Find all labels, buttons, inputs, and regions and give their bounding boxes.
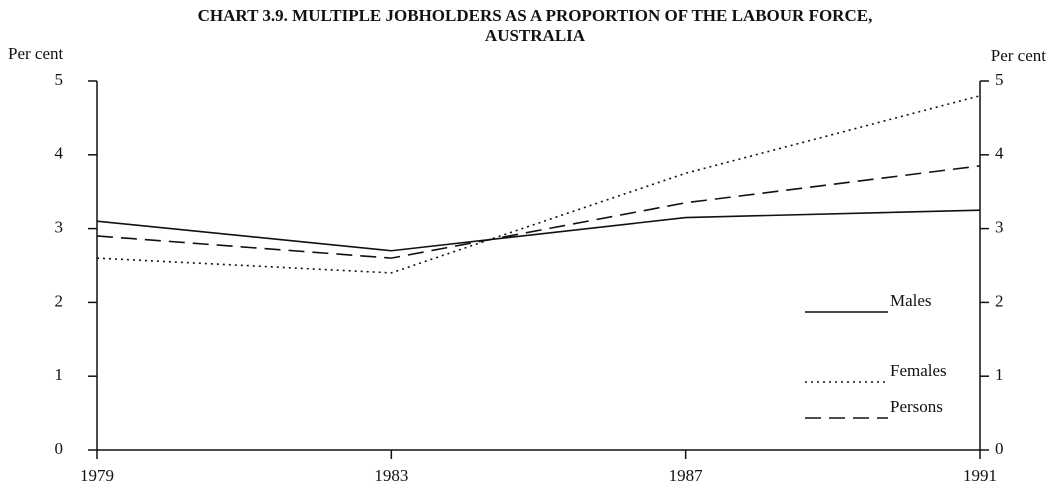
y2-axis-label: Per cent	[991, 46, 1047, 65]
y2-tick-label: 5	[995, 70, 1004, 89]
x-tick-label: 1979	[80, 466, 114, 485]
y-tick-label: 4	[55, 144, 64, 163]
y2-tick-label: 1	[995, 365, 1004, 384]
x-tick-label: 1987	[669, 466, 704, 485]
series-line	[96, 209, 981, 252]
y2-tick-label: 0	[995, 439, 1004, 458]
legend-label: Males	[890, 291, 932, 310]
x-tick-label: 1983	[374, 466, 408, 485]
y2-tick-label: 3	[995, 218, 1004, 237]
legend-label: Females	[890, 361, 947, 380]
y-tick-label: 3	[55, 218, 64, 237]
series-line	[96, 165, 981, 259]
y-tick-label: 0	[55, 439, 64, 458]
y2-tick-label: 4	[995, 144, 1004, 163]
chart-title: CHART 3.9. MULTIPLE JOBHOLDERS AS A PROP…	[198, 6, 873, 25]
legend-label: Persons	[890, 397, 943, 416]
y-tick-label: 5	[55, 70, 64, 89]
chart-title: AUSTRALIA	[485, 26, 586, 45]
x-tick-label: 1991	[963, 466, 997, 485]
y-tick-label: 2	[55, 291, 64, 310]
y-axis-label: Per cent	[8, 44, 64, 63]
y-tick-label: 1	[55, 365, 64, 384]
y2-tick-label: 2	[995, 291, 1004, 310]
series-line	[96, 94, 981, 274]
